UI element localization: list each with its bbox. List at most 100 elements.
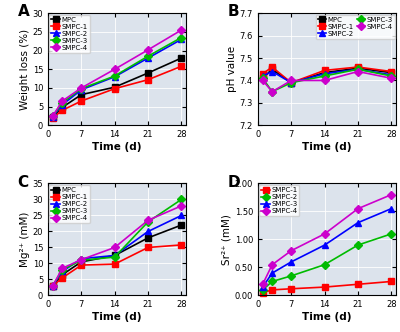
- SMPC-4: [356, 207, 360, 211]
- SMPC-4: [146, 218, 150, 222]
- SMPC-4: [79, 258, 84, 262]
- MPC: [289, 81, 294, 85]
- Line: SMPC-2: SMPC-2: [50, 213, 184, 289]
- Line: MPC: MPC: [50, 222, 184, 289]
- SMPC-1: [79, 99, 84, 103]
- SMPC-1: [112, 87, 117, 91]
- SMPC-3: [50, 114, 55, 118]
- SMPC-2: [322, 263, 327, 267]
- SMPC-4: [60, 266, 65, 270]
- SMPC-2: [146, 229, 150, 233]
- SMPC-2: [79, 88, 84, 92]
- Line: SMPC-2: SMPC-2: [260, 66, 394, 85]
- SMPC-2: [50, 284, 55, 288]
- MPC: [146, 71, 150, 75]
- SMPC-1: [389, 69, 394, 73]
- SMPC-1: [289, 81, 294, 85]
- SMPC-4: [270, 263, 274, 267]
- SMPC-2: [356, 67, 360, 71]
- SMPC-1: [322, 68, 327, 72]
- SMPC-3: [289, 260, 294, 264]
- Y-axis label: Sr²⁺ (mM): Sr²⁺ (mM): [222, 214, 232, 265]
- SMPC-2: [146, 56, 150, 60]
- SMPC-1: [146, 245, 150, 249]
- Line: SMPC-1: SMPC-1: [50, 242, 184, 289]
- Line: SMPC-1: SMPC-1: [260, 64, 394, 85]
- Line: SMPC-1: SMPC-1: [50, 63, 184, 121]
- SMPC-1: [60, 108, 65, 112]
- SMPC-1: [270, 288, 274, 292]
- SMPC-3: [322, 74, 327, 78]
- SMPC-3: [112, 74, 117, 78]
- SMPC-3: [289, 81, 294, 85]
- SMPC-2: [260, 74, 265, 78]
- SMPC-2: [356, 243, 360, 247]
- SMPC-3: [356, 67, 360, 71]
- MPC: [260, 76, 265, 80]
- SMPC-1: [356, 65, 360, 69]
- X-axis label: Time (d): Time (d): [302, 312, 352, 322]
- SMPC-2: [79, 257, 84, 261]
- SMPC-1: [50, 116, 55, 120]
- Text: B: B: [228, 4, 239, 19]
- SMPC-4: [112, 67, 117, 71]
- MPC: [322, 71, 327, 75]
- Line: MPC: MPC: [50, 55, 184, 120]
- SMPC-3: [146, 220, 150, 224]
- Legend: SMPC-1, SMPC-2, SMPC-3, SMPC-4: SMPC-1, SMPC-2, SMPC-3, SMPC-4: [259, 185, 300, 216]
- SMPC-2: [60, 103, 65, 107]
- SMPC-4: [50, 114, 55, 118]
- SMPC-4: [260, 78, 265, 82]
- SMPC-4: [289, 249, 294, 253]
- Line: SMPC-3: SMPC-3: [260, 206, 394, 290]
- SMPC-4: [79, 86, 84, 90]
- SMPC-3: [260, 285, 265, 289]
- SMPC-1: [389, 280, 394, 284]
- MPC: [356, 66, 360, 70]
- SMPC-3: [112, 255, 117, 259]
- Legend: MPC, SMPC-1, SMPC-2, SMPC-3, SMPC-4: MPC, SMPC-1, SMPC-2, SMPC-3, SMPC-4: [49, 185, 90, 223]
- SMPC-4: [60, 99, 65, 103]
- MPC: [50, 115, 55, 119]
- SMPC-3: [60, 101, 65, 105]
- X-axis label: Time (d): Time (d): [92, 312, 142, 322]
- SMPC-1: [112, 262, 117, 266]
- SMPC-4: [179, 204, 184, 208]
- MPC: [60, 105, 65, 109]
- SMPC-1: [179, 64, 184, 68]
- Line: SMPC-4: SMPC-4: [260, 192, 394, 287]
- SMPC-4: [289, 78, 294, 82]
- SMPC-3: [389, 74, 394, 78]
- SMPC-2: [112, 254, 117, 258]
- Line: SMPC-3: SMPC-3: [260, 66, 394, 94]
- MPC: [60, 273, 65, 277]
- Line: SMPC-4: SMPC-4: [50, 203, 184, 289]
- Line: MPC: MPC: [260, 65, 394, 85]
- SMPC-4: [179, 28, 184, 32]
- SMPC-3: [270, 90, 274, 94]
- MPC: [389, 71, 394, 75]
- SMPC-4: [389, 76, 394, 80]
- SMPC-3: [270, 271, 274, 275]
- SMPC-1: [146, 78, 150, 82]
- MPC: [146, 236, 150, 240]
- Line: SMPC-2: SMPC-2: [260, 231, 394, 293]
- SMPC-4: [322, 232, 327, 236]
- SMPC-4: [389, 193, 394, 197]
- MPC: [79, 93, 84, 97]
- X-axis label: Time (d): Time (d): [302, 142, 352, 152]
- SMPC-3: [79, 258, 84, 262]
- SMPC-1: [356, 282, 360, 286]
- MPC: [50, 284, 55, 288]
- MPC: [179, 56, 184, 60]
- SMPC-2: [270, 69, 274, 73]
- SMPC-1: [260, 291, 265, 295]
- SMPC-1: [60, 276, 65, 280]
- SMPC-4: [112, 245, 117, 249]
- SMPC-3: [179, 36, 184, 40]
- Y-axis label: Mg²⁺ (mM): Mg²⁺ (mM): [20, 212, 30, 267]
- Y-axis label: Weight loss (%): Weight loss (%): [20, 29, 30, 110]
- SMPC-3: [146, 54, 150, 58]
- SMPC-2: [389, 73, 394, 77]
- SMPC-3: [356, 221, 360, 225]
